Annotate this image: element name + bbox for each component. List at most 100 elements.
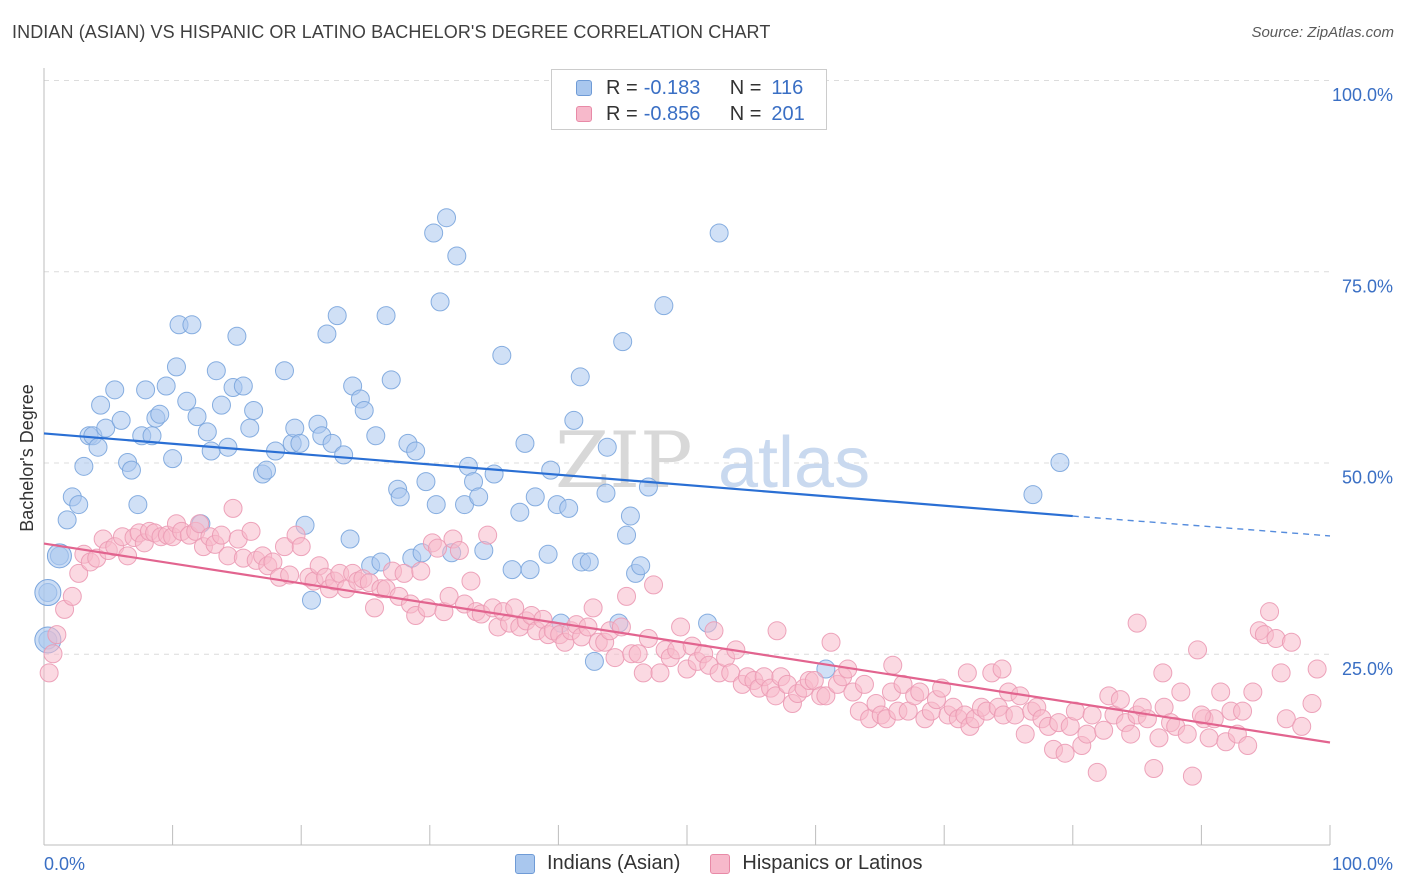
indians-point (327, 306, 347, 326)
indians-point (597, 437, 617, 457)
indians-point (256, 460, 276, 480)
indians-point (322, 433, 342, 453)
indians-point (510, 502, 530, 522)
indians-trend-extension (1072, 515, 1331, 537)
indians-point (334, 445, 354, 465)
correlation-legend: R = -0.183 N = 116 R = -0.856 N = 201 (551, 69, 827, 130)
hispanics-point (39, 663, 59, 683)
hispanics-point (1233, 701, 1253, 721)
indians-point (136, 380, 156, 400)
indians-point (274, 361, 294, 381)
hispanics-point (633, 663, 653, 683)
legend-r-label: R = (606, 76, 638, 99)
hispanics-point (478, 525, 498, 545)
indians-point (187, 407, 207, 427)
y-axis-label: Bachelor's Degree (17, 384, 37, 532)
hispanics-point (1171, 682, 1191, 702)
indians-point (201, 441, 221, 461)
hispanics-point (1127, 613, 1147, 633)
hispanics-point (1082, 705, 1102, 725)
indians-point (163, 449, 183, 469)
indians-point (538, 544, 558, 564)
indians-point (654, 296, 674, 316)
hispanics-point (704, 621, 724, 641)
indians-point (424, 223, 444, 243)
legend-swatch-indians (576, 80, 592, 96)
indians-point (406, 441, 426, 461)
hispanics-point (1005, 705, 1025, 725)
y-tick-label: 25.0% (1342, 659, 1393, 679)
indians-point (520, 560, 540, 580)
hispanics-point (1077, 724, 1097, 744)
indians-point (105, 380, 125, 400)
indians-point (211, 395, 231, 415)
x-tick-label: 100.0% (1332, 854, 1393, 874)
hispanics-point (69, 563, 89, 583)
indians-point (233, 376, 253, 396)
hispanics-point (1153, 663, 1173, 683)
indians-point (416, 472, 436, 492)
indians-point (46, 543, 72, 569)
indians-point (206, 361, 226, 381)
indians-point (430, 292, 450, 312)
indians-point (366, 426, 386, 446)
hispanics-point (1260, 602, 1280, 622)
indians-point (564, 410, 584, 430)
hispanics-point (821, 632, 841, 652)
hispanics-point (992, 659, 1012, 679)
indians-point (244, 400, 264, 420)
hispanics-point (1271, 663, 1291, 683)
legend-row-hispanics: R = -0.856 N = 201 (576, 102, 805, 126)
indians-point (317, 324, 337, 344)
indians-point (88, 437, 108, 457)
indians-point (227, 326, 247, 346)
hispanics-point (1015, 724, 1035, 744)
hispanics-point (223, 498, 243, 518)
legend-label-indians: Indians (Asian) (547, 852, 681, 874)
hispanics-point (1177, 724, 1197, 744)
indians-point (1050, 453, 1070, 472)
indians-point (570, 367, 590, 387)
hispanics-point (365, 598, 385, 618)
indians-point (1023, 485, 1043, 505)
hispanics-point (1149, 728, 1169, 748)
hispanics-point (1094, 720, 1114, 740)
watermark-zip: ZIP (555, 416, 693, 506)
indians-point (620, 506, 640, 526)
indians-trend-line (43, 432, 1073, 518)
indians-point (128, 495, 148, 515)
indians-point (515, 433, 535, 453)
hispanics-point (1243, 682, 1263, 702)
hispanics-point (428, 538, 448, 558)
hispanics-point (241, 521, 261, 541)
hispanics-point (394, 563, 414, 583)
indians-point (381, 370, 401, 390)
hispanics-point (291, 537, 311, 557)
legend-r-value: -0.183 (643, 76, 701, 99)
legend-n-value: 201 (771, 102, 805, 125)
hispanics-point (1110, 690, 1130, 710)
indians-point (197, 422, 217, 442)
legend-n-value: 116 (771, 76, 804, 99)
indians-point (502, 560, 522, 580)
hispanics-point (650, 663, 670, 683)
indians-point (354, 400, 374, 420)
hispanics-point (1199, 728, 1219, 748)
indians-point (156, 376, 176, 396)
hispanics-point (628, 644, 648, 664)
hispanics-point (1121, 724, 1141, 744)
legend-item-hispanics[interactable]: Hispanics or Latinos (710, 852, 923, 875)
hispanics-point (1211, 682, 1231, 702)
tick-labels: 25.0% 50.0% 75.0% 100.0% 0.0% 100.0% (44, 85, 1393, 874)
trend-lines (43, 432, 1331, 744)
legend-r-value: -0.856 (643, 102, 701, 125)
legend-r-label: R = (606, 102, 638, 125)
legend-item-indians[interactable]: Indians (Asian) (515, 852, 680, 875)
indians-point (69, 495, 89, 515)
legend-label-hispanics: Hispanics or Latinos (742, 852, 923, 874)
hispanics-point (854, 674, 874, 694)
hispanics-point (1188, 640, 1208, 660)
hispanics-point (883, 655, 903, 675)
hispanics-point (47, 625, 67, 645)
hispanics-point (1144, 759, 1164, 778)
